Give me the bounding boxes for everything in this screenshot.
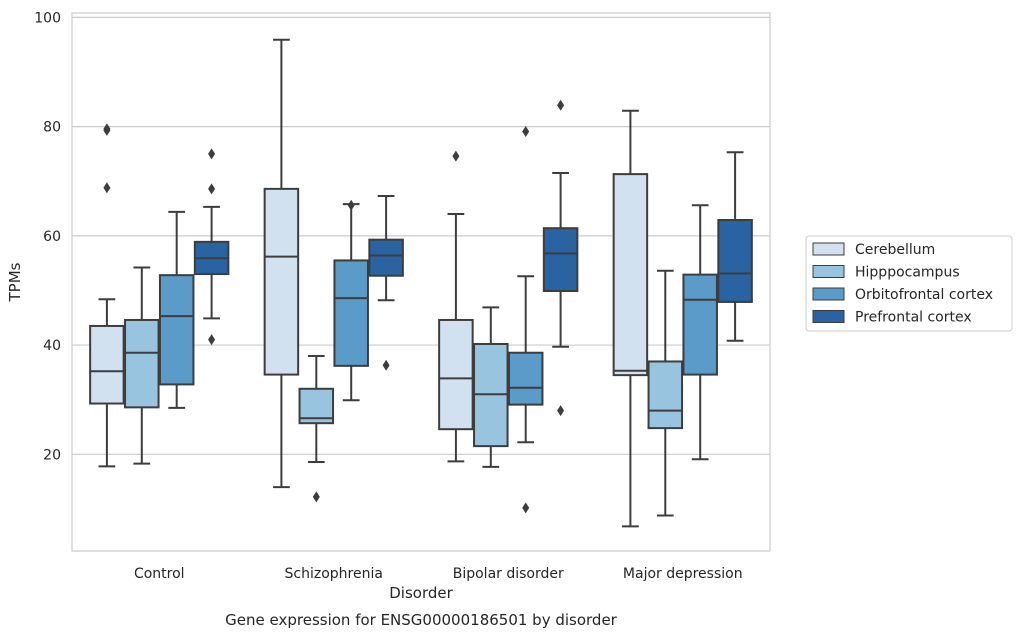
box-iqr	[89, 324, 125, 405]
outlier-point	[208, 148, 216, 160]
y-axis-label: TPMs	[6, 262, 24, 302]
outlier-point	[382, 359, 390, 371]
box	[124, 266, 160, 465]
box-iqr	[542, 227, 579, 293]
box	[647, 269, 684, 517]
box	[717, 151, 753, 342]
box-iqr	[368, 238, 404, 277]
outlier-point	[312, 491, 320, 503]
box-iqr	[124, 318, 160, 409]
box-iqr	[507, 351, 544, 406]
x-axis-ticks: Control Schizophrenia Bipolar disorder Majo…	[134, 566, 743, 582]
x-tick-label: Control	[134, 566, 185, 582]
legend-swatch	[812, 310, 845, 323]
plot-area-frame	[71, 12, 771, 552]
box-iqr	[438, 318, 474, 431]
box	[612, 109, 649, 528]
box	[89, 123, 125, 468]
legend-swatch	[812, 287, 845, 301]
outlier-point	[208, 183, 216, 195]
y-tick-label: 60	[43, 229, 61, 245]
box	[263, 38, 300, 489]
legend-label: Orbitofrontal cortex	[855, 287, 993, 303]
outlier-point	[347, 199, 355, 211]
legend-label: Hipppocampus	[855, 265, 960, 281]
x-axis-label: Disorder	[389, 584, 453, 602]
series-cerebellum	[89, 38, 649, 528]
box-iqr	[682, 273, 718, 376]
outlier-point	[452, 150, 460, 162]
legend-label: Prefrontal cortex	[855, 310, 972, 326]
box-iqr	[717, 219, 753, 303]
box-iqr	[333, 259, 369, 367]
box	[542, 99, 579, 417]
legend-label: Cerebellum	[855, 242, 935, 258]
legend-swatch	[812, 265, 845, 278]
box-series	[89, 38, 753, 528]
y-tick-label: 100	[34, 10, 61, 26]
box-iqr	[647, 360, 684, 430]
outlier-point	[557, 405, 565, 417]
box-iqr	[612, 173, 649, 377]
series-orbitofrontal-cortex	[158, 126, 718, 514]
box-iqr	[158, 274, 195, 386]
box-iqr	[263, 187, 300, 376]
y-tick-label: 80	[43, 120, 61, 136]
x-tick-label: Schizophrenia	[285, 566, 383, 582]
y-tick-label: 40	[43, 338, 61, 354]
legend-swatch	[812, 242, 845, 256]
box	[368, 194, 404, 371]
box	[298, 355, 335, 503]
box	[158, 210, 195, 409]
box	[193, 148, 230, 346]
outlier-point	[103, 182, 111, 194]
y-axis-ticks: 20 40 60 80 100	[34, 10, 61, 463]
x-tick-label: Major depression	[623, 566, 743, 582]
box	[438, 150, 474, 463]
legend-frame	[805, 235, 1013, 332]
box	[333, 199, 369, 402]
x-tick-label: Bipolar disorder	[453, 566, 564, 582]
outlier-point	[522, 502, 530, 514]
box	[473, 306, 509, 468]
box	[682, 204, 718, 461]
outlier-point	[208, 334, 216, 346]
legend: Cerebellum Hipppocampus Orbitofrontal cort…	[805, 235, 1013, 332]
outlier-point	[557, 99, 565, 111]
series-hipppocampus	[124, 266, 684, 517]
box	[507, 126, 544, 514]
outlier-point	[103, 123, 111, 135]
series-prefrontal-cortex	[193, 99, 753, 417]
chart-caption: Gene expression for ENSG00000186501 by d…	[225, 611, 618, 629]
outlier-point	[522, 126, 530, 138]
y-tick-label: 20	[43, 447, 61, 463]
